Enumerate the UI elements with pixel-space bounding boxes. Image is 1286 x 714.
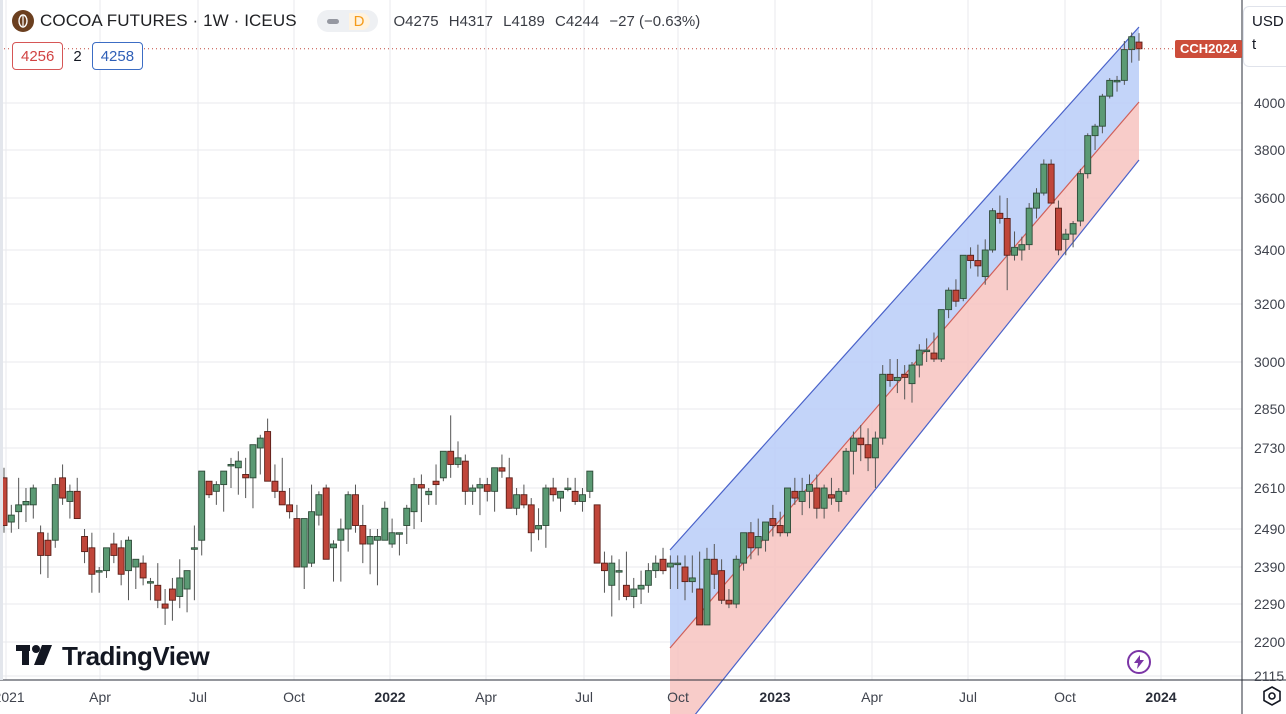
price-tick-label: 2200 <box>1254 634 1286 650</box>
time-tick-label: Oct <box>283 689 305 705</box>
price-tick-label: 2490 <box>1254 521 1286 537</box>
last-price-tag: CCH2024 <box>1175 39 1243 58</box>
currency-label: USD <box>1252 13 1284 30</box>
time-tick-label: Oct <box>667 689 689 705</box>
time-tick-label: 2024 <box>1145 689 1177 705</box>
price-tick-label: 2850 <box>1254 401 1286 417</box>
symbol-title[interactable]: COCOA FUTURES · 1W · ICEUS <box>40 11 297 30</box>
time-tick-label: 2023 <box>759 689 791 705</box>
lightning-icon[interactable] <box>1127 650 1151 674</box>
delayed-data-badge: D <box>348 12 370 30</box>
market-closed-icon <box>326 18 339 24</box>
trade-buttons: 4256 2 4258 <box>12 42 144 70</box>
low-value: L4189 <box>503 12 545 30</box>
time-tick-label: Oct <box>1054 689 1076 705</box>
spread-value: 2 <box>73 47 82 65</box>
open-value: O4275 <box>393 12 439 30</box>
tradingview-logo-icon <box>16 641 54 672</box>
market-status-pill[interactable]: D <box>316 10 378 32</box>
buy-button[interactable]: 4258 <box>91 42 144 70</box>
close-value: C4244 <box>555 12 600 30</box>
high-value: H4317 <box>448 12 493 30</box>
price-tick-label: 3400 <box>1254 242 1286 258</box>
time-tick-label: Jul <box>959 689 977 705</box>
time-tick-label: Apr <box>89 689 111 705</box>
price-tick-label: 3000 <box>1254 354 1286 370</box>
change-value: −27 (−0.63%) <box>609 12 701 30</box>
price-tick-label: 2610 <box>1254 480 1286 496</box>
price-tick-label: 3200 <box>1254 296 1286 312</box>
sell-button[interactable]: 4256 <box>12 42 64 70</box>
tradingview-logo-text: TradingView <box>62 641 210 671</box>
tradingview-logo[interactable]: TradingView <box>16 641 210 672</box>
settings-gear-icon[interactable] <box>1262 686 1282 706</box>
time-tick-label: Jul <box>189 689 207 705</box>
time-tick-label: 2021 <box>0 689 25 705</box>
price-tick-label: 2115 <box>1254 668 1285 684</box>
cocoa-bean-icon <box>12 10 34 32</box>
chart-header: COCOA FUTURES · 1W · ICEUS D O4275 H4317… <box>12 9 706 33</box>
price-tick-label: 3800 <box>1254 142 1286 158</box>
price-tick-label: 2290 <box>1254 596 1286 612</box>
time-tick-label: Jul <box>575 689 593 705</box>
unit-label: t <box>1252 36 1257 53</box>
price-tick-label: 4000 <box>1254 95 1286 111</box>
candles[interactable] <box>0 32 1143 626</box>
price-tick-label: 2390 <box>1254 559 1286 575</box>
price-tick-label: 2730 <box>1254 440 1286 456</box>
price-tick-label: 3600 <box>1254 190 1286 206</box>
time-tick-label: Apr <box>861 689 883 705</box>
time-tick-label: Apr <box>475 689 497 705</box>
time-tick-label: 2022 <box>374 689 406 705</box>
ohlc-values: O4275 H4317 L4189 C4244 −27 (−0.63%) <box>394 13 707 30</box>
currency-unit-selector[interactable]: USD t <box>1243 6 1286 67</box>
